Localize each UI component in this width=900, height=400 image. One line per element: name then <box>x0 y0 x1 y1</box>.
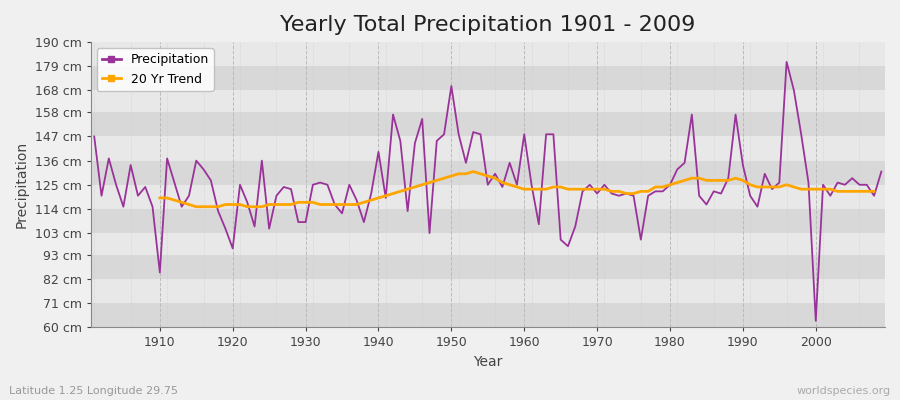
Title: Yearly Total Precipitation 1901 - 2009: Yearly Total Precipitation 1901 - 2009 <box>280 15 696 35</box>
Bar <box>91 161 885 185</box>
Bar <box>91 112 885 136</box>
Bar <box>91 255 885 279</box>
Legend: Precipitation, 20 Yr Trend: Precipitation, 20 Yr Trend <box>97 48 214 91</box>
Bar <box>91 279 885 303</box>
X-axis label: Year: Year <box>473 355 502 369</box>
Bar <box>91 303 885 328</box>
Bar <box>91 42 885 66</box>
Text: Latitude 1.25 Longitude 29.75: Latitude 1.25 Longitude 29.75 <box>9 386 178 396</box>
Bar <box>91 136 885 161</box>
Bar <box>91 209 885 233</box>
Bar <box>91 233 885 255</box>
Y-axis label: Precipitation: Precipitation <box>15 141 29 228</box>
Bar <box>91 66 885 90</box>
Bar <box>91 90 885 112</box>
Bar <box>91 185 885 209</box>
Text: worldspecies.org: worldspecies.org <box>796 386 891 396</box>
